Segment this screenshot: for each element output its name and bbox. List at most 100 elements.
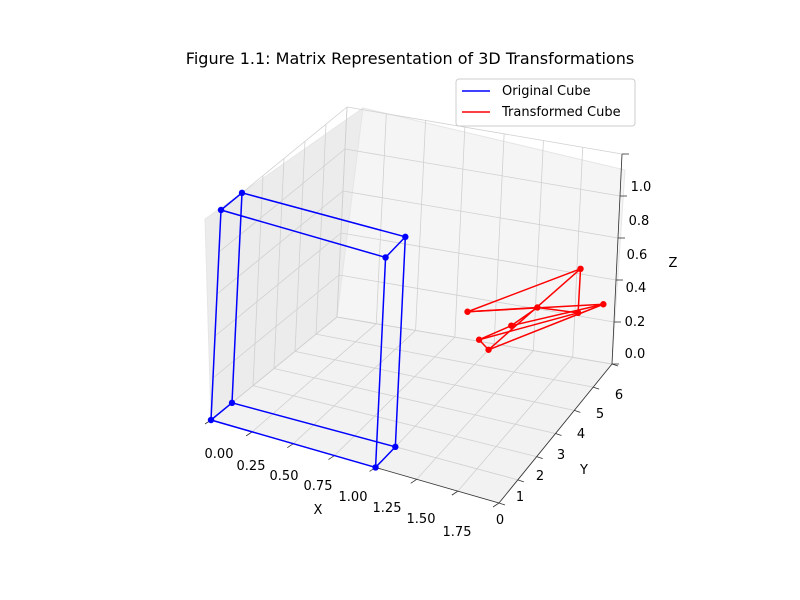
series-edge	[231, 192, 243, 403]
x-tick-label: 0.00	[205, 447, 234, 462]
series-edge	[478, 312, 579, 341]
y-tick-mark	[517, 479, 524, 483]
series-point	[228, 399, 236, 407]
series-point	[207, 416, 215, 424]
z-tick-label: 0.8	[629, 214, 650, 229]
series-edge	[220, 192, 243, 211]
y-tick-label: 0	[496, 513, 504, 528]
series-edge	[488, 303, 604, 351]
series-point	[475, 336, 483, 343]
y-tick-mark	[593, 386, 600, 390]
grid-line	[493, 133, 505, 344]
x-tick-mark	[492, 502, 500, 508]
series-edge	[210, 402, 233, 421]
series-point	[217, 206, 225, 214]
y-tick-label: 2	[536, 469, 544, 484]
legend-frame	[455, 78, 636, 127]
y-tick-mark	[574, 409, 581, 413]
series-point	[402, 233, 409, 241]
grid-line	[375, 113, 387, 324]
grid-line	[252, 175, 264, 386]
x-tick-label: 0.75	[304, 479, 333, 494]
series-edge	[374, 257, 387, 468]
y-tick-mark	[555, 433, 562, 436]
z-axis-line	[611, 153, 623, 365]
series-point	[392, 443, 399, 451]
grid-line	[342, 190, 619, 239]
series-edge	[478, 324, 512, 341]
series-point	[577, 265, 584, 273]
back-panes	[204, 106, 626, 504]
z-tick-label: 1.0	[631, 180, 652, 195]
plot-data	[207, 189, 607, 471]
x-tick-label: 1.00	[339, 490, 368, 505]
x-tick-label: 0.50	[270, 469, 299, 484]
series-point	[382, 254, 389, 261]
series-point	[534, 304, 541, 311]
z-tick-label: 0.4	[626, 281, 647, 296]
grid-line	[252, 385, 537, 458]
x-tick-mark	[328, 455, 335, 460]
series-edge	[241, 192, 406, 238]
z-tick-labels: 0.0 0.2 0.4 0.6 0.8 1.0	[625, 180, 652, 362]
series-point	[464, 308, 471, 315]
x-tick-label: 1.50	[407, 512, 436, 527]
grid-line	[344, 148, 621, 197]
x-tick-label: 0.25	[237, 459, 266, 474]
series-1	[464, 265, 607, 353]
y-axis-label: Y	[579, 463, 588, 478]
x-tick-mark	[410, 478, 417, 484]
grid-line	[415, 120, 426, 331]
series-edge	[375, 446, 396, 468]
z-tick-label: 0.6	[627, 248, 648, 263]
grid-line	[346, 106, 623, 155]
series-edge	[511, 303, 604, 327]
legend: Original Cube Transformed Cube	[455, 78, 636, 127]
x-tick-mark	[245, 431, 253, 437]
x-tick-labels: 0.00 0.25 0.50 0.75 1.00 1.25 1.50 1.75	[205, 447, 472, 540]
x-tick-mark	[451, 490, 459, 496]
grid-line	[315, 333, 594, 388]
series-edge	[385, 236, 406, 258]
grid-line	[294, 350, 575, 411]
series-point	[238, 189, 246, 197]
series-edge	[220, 209, 386, 259]
series-edge	[210, 209, 222, 421]
grid-line	[336, 106, 348, 318]
grid-line	[315, 124, 327, 335]
series-edge	[577, 268, 582, 313]
z-tick-label: 0.2	[625, 315, 646, 330]
y-tick-mark	[498, 502, 506, 506]
legend-label-original: Original Cube	[502, 84, 591, 99]
grid-line	[273, 158, 285, 369]
chart-title: Figure 1.1: Matrix Representation of 3D …	[186, 49, 634, 68]
series-edge	[394, 236, 407, 447]
y-tick-label: 1	[516, 490, 524, 505]
y-tick-label: 3	[557, 448, 565, 463]
x-tick-mark	[287, 443, 294, 449]
y-tick-mark	[536, 456, 543, 460]
series-point	[485, 346, 492, 353]
legend-label-transformed: Transformed Cube	[501, 105, 621, 120]
grid-line	[454, 127, 466, 338]
series-edge	[231, 402, 396, 448]
x-axis-label: X	[314, 503, 323, 518]
z-axis-label: Z	[669, 256, 678, 271]
series-edge	[510, 306, 538, 327]
series-point	[508, 322, 515, 329]
x-tick-label: 1.75	[443, 525, 472, 540]
series-point	[372, 464, 379, 471]
series-edge	[210, 419, 376, 469]
grid-line	[294, 141, 306, 352]
z-tick-label: 0.0	[625, 347, 646, 362]
series-point	[600, 301, 607, 308]
y-tick-labels: 0 1 2 3 4 5 6	[496, 388, 623, 528]
grid-line	[572, 147, 584, 358]
series-point	[574, 309, 582, 317]
y-tick-label: 4	[577, 427, 585, 442]
series-0	[207, 189, 409, 471]
grid-line	[533, 140, 544, 351]
y-tick-label: 6	[615, 388, 623, 403]
y-tick-label: 5	[596, 407, 604, 422]
